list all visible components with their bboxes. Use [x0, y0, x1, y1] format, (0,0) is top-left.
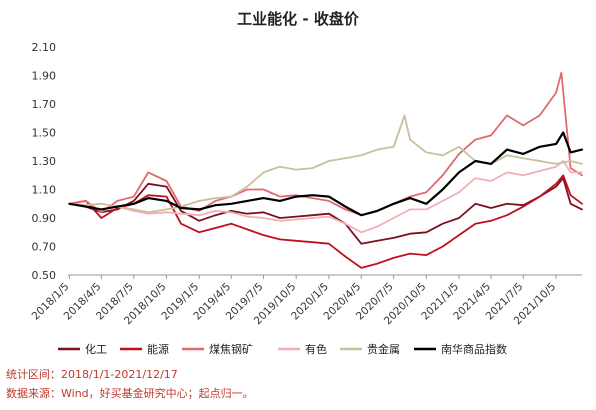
legend-label: 化工: [85, 342, 107, 356]
y-axis: 0.50 0.70 0.90 1.10 1.30 1.50 1.70 1.90 2.10: [32, 41, 57, 282]
plot-area: [68, 71, 584, 269]
series-line: [68, 177, 583, 245]
y-tick-label: 1.30: [32, 155, 57, 168]
series-line: [68, 174, 583, 269]
y-tick-label: 0.70: [32, 241, 57, 254]
legend: 化工 能源 煤焦钢矿 有色 贵金属 南华商品指数: [58, 342, 507, 356]
y-tick-label: 1.70: [32, 98, 57, 111]
y-tick-label: 1.90: [32, 70, 57, 83]
y-tick-label: 2.10: [32, 41, 57, 54]
series-line: [68, 131, 584, 217]
source-footnote: 数据来源：Wind，好买基金研究中心；起点归一。: [6, 387, 254, 400]
y-tick-label: 1.50: [32, 127, 57, 140]
series-line: [68, 71, 583, 217]
series-line: [68, 114, 583, 214]
legend-label: 贵金属: [367, 342, 400, 356]
period-footnote: 统计区间：2018/1/1-2021/12/17: [6, 368, 178, 381]
chart-title: 工业能化 - 收盘价: [237, 10, 360, 28]
legend-label: 南华商品指数: [441, 342, 507, 356]
legend-label: 煤焦钢矿: [209, 343, 253, 356]
x-axis: 2018/1/52018/4/52018/7/52018/10/52019/1/…: [30, 274, 582, 327]
series-line: [68, 160, 583, 234]
y-tick-label: 0.50: [32, 269, 57, 282]
legend-label: 能源: [147, 342, 169, 356]
y-tick-label: 1.10: [32, 184, 57, 197]
y-tick-label: 0.90: [32, 212, 57, 225]
legend-label: 有色: [305, 342, 327, 356]
